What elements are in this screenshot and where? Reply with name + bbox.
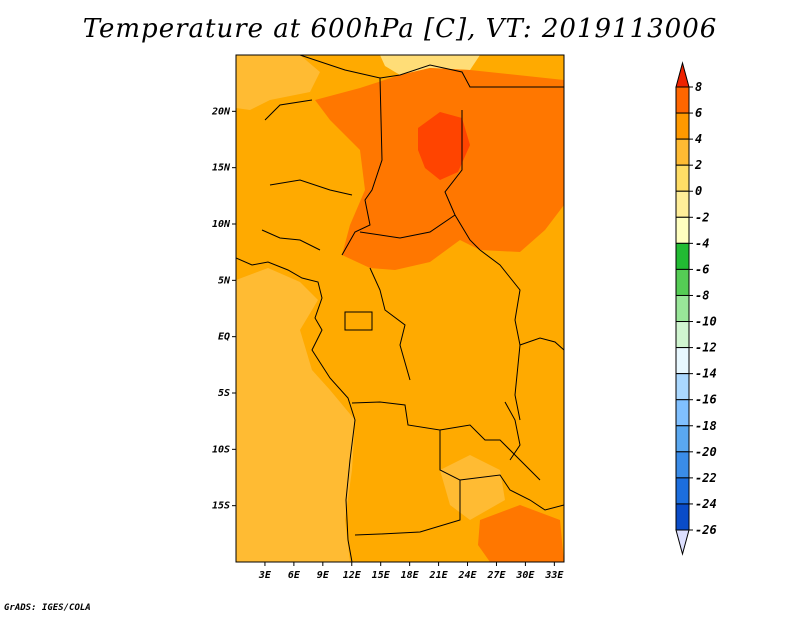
colorbar-bottom-arrow [675, 529, 690, 556]
colorbar-label: 0 [695, 184, 702, 198]
field-light-southwest [236, 268, 355, 562]
colorbar: 8 6 4 2 0 -2 -4 -6 -8 -10 -12 -14 -16 -18 -20 -22 -24 -26 [675, 61, 717, 556]
colorbar-label: -24 [695, 497, 717, 511]
colorbar-box [675, 503, 690, 531]
colorbar-top-arrow [675, 61, 690, 88]
colorbar-box [675, 477, 690, 505]
colorbar-label: -2 [695, 210, 709, 224]
field-light-southeast [440, 455, 505, 520]
colorbar-box [675, 164, 690, 192]
colorbar-label: 8 [695, 80, 702, 94]
colorbar-label: -10 [695, 315, 717, 329]
colorbar-label: 4 [695, 132, 702, 146]
colorbar-box [675, 216, 690, 244]
colorbar-box [675, 112, 690, 140]
colorbar-box [675, 138, 690, 166]
lon-tick-label: 21E [429, 570, 449, 581]
lon-tick-label: 9E [317, 570, 330, 581]
field-light-north [236, 55, 320, 110]
colorbar-label: -14 [695, 367, 717, 381]
lon-tick-label: 18E [401, 570, 420, 581]
colorbar-label: -20 [695, 445, 717, 459]
colorbar-box [675, 86, 690, 114]
colorbar-label: 6 [695, 106, 702, 120]
lon-tick-label: 27E [486, 570, 506, 581]
colorbar-box [675, 451, 690, 479]
colorbar-box [675, 294, 690, 323]
lon-tick-label: 30E [515, 570, 535, 581]
lat-tick-label: 15S [212, 501, 230, 512]
lat-tick-label: 10S [212, 444, 230, 455]
colorbar-label: -16 [695, 393, 717, 407]
colorbar-box [675, 425, 690, 453]
lon-tick-label: 12E [343, 570, 362, 581]
lon-tick-label: 15E [372, 570, 391, 581]
colorbar-box [675, 268, 690, 296]
colorbar-box [675, 399, 690, 427]
temperature-field [236, 55, 564, 562]
colorbar-label: -8 [695, 288, 709, 302]
latitude-axis: 20N 15N 10N 5N EQ 5S 10S 15S [211, 106, 236, 512]
lat-tick-label: 5S [218, 388, 230, 399]
colorbar-box [675, 321, 690, 349]
lat-tick-label: 10N [212, 219, 231, 230]
lon-tick-label: 6E [288, 570, 301, 581]
colorbar-label: -22 [695, 471, 717, 485]
field-core-6-8 [418, 112, 470, 180]
page-title: Temperature at 600hPa [C], VT: 201911300… [82, 14, 718, 44]
lat-tick-label: EQ [218, 332, 230, 343]
colorbar-label: -18 [695, 419, 717, 433]
colorbar-label: -12 [695, 341, 717, 355]
lat-tick-label: 20N [211, 106, 231, 117]
colorbar-box [675, 347, 690, 375]
lon-tick-label: 3E [258, 570, 272, 581]
colorbar-box [675, 242, 690, 270]
lat-tick-label: 15N [212, 163, 231, 174]
colorbar-label: 2 [694, 158, 702, 172]
field-band-southeast [478, 505, 564, 562]
lon-tick-label: 33E [544, 570, 564, 581]
footer-credit: GrADS: IGES/COLA [4, 603, 91, 613]
lat-tick-label: 5N [218, 275, 231, 286]
colorbar-box [675, 373, 690, 401]
map-frame [235, 54, 565, 563]
longitude-axis: 3E 6E 9E 12E 15E 18E 21E 24E 27E 30E 33E [258, 562, 564, 581]
lon-tick-label: 24E [457, 570, 477, 581]
colorbar-label: -6 [695, 262, 709, 276]
colorbar-label: -4 [695, 236, 709, 250]
colorbar-box [675, 190, 690, 218]
country-borders [236, 55, 564, 562]
colorbar-label: -26 [695, 523, 717, 537]
